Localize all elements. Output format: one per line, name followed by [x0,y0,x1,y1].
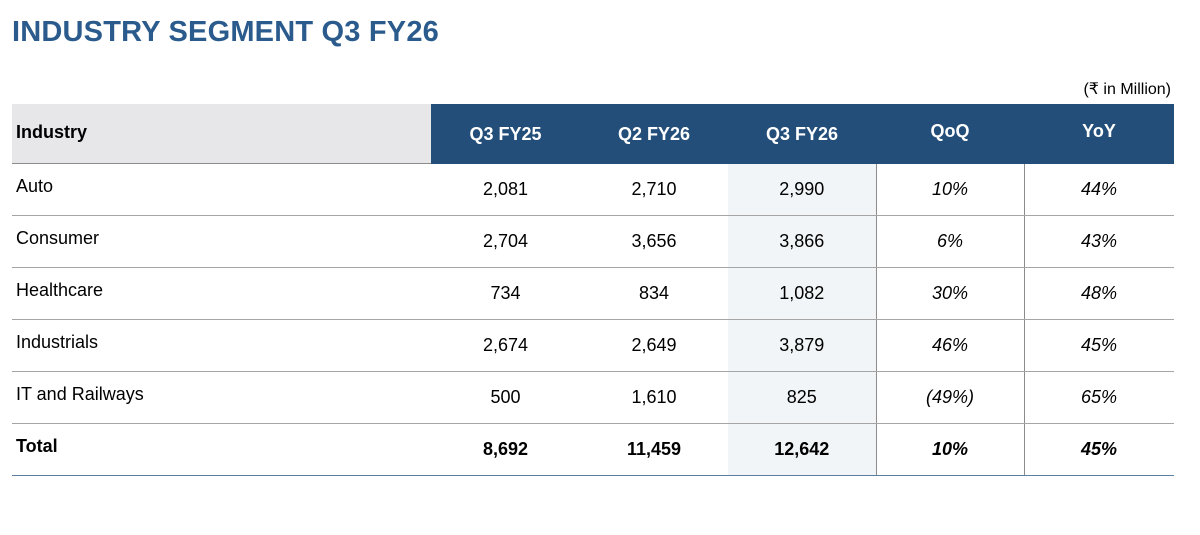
yoy-cell: 45% [1023,319,1174,372]
q3-fy26-cell: 2,990 [728,163,876,216]
total-q3-fy26: 12,642 [728,423,876,476]
unit-note: (₹ in Million) [1083,81,1171,98]
total-yoy: 45% [1023,423,1174,476]
header-q2-fy26: Q2 FY26 [580,104,728,164]
total-qoq: 10% [875,423,1024,476]
header-qoq: QoQ [876,104,1024,164]
header-industry: Industry [12,104,431,164]
industry-cell: Healthcare [12,267,431,320]
yoy-cell: 65% [1023,371,1174,424]
q3-fy25-cell: 2,081 [431,163,580,216]
table-row: Auto 2,081 2,710 2,990 10% 44% [12,163,1174,216]
q2-fy26-cell: 3,656 [580,215,728,268]
q3-fy26-cell: 3,866 [728,215,876,268]
table-header: Industry Q3 FY25 Q2 FY26 Q3 FY26 QoQ YoY [12,104,1174,164]
header-q3-fy26: Q3 FY26 [728,104,876,164]
yoy-cell: 44% [1023,163,1174,216]
industry-cell: Auto [12,163,431,216]
industry-cell: Consumer [12,215,431,268]
qoq-cell: 10% [875,163,1024,216]
q3-fy26-cell: 1,082 [728,267,876,320]
yoy-cell: 48% [1023,267,1174,320]
q3-fy25-cell: 2,704 [431,215,580,268]
q3-fy25-cell: 2,674 [431,319,580,372]
industry-cell: IT and Railways [12,371,431,424]
total-row: Total 8,692 11,459 12,642 10% 45% [12,423,1174,476]
table-row: Healthcare 734 834 1,082 30% 48% [12,267,1174,320]
header-q3-fy25: Q3 FY25 [431,104,580,164]
q2-fy26-cell: 1,610 [580,371,728,424]
table-row: Consumer 2,704 3,656 3,866 6% 43% [12,215,1174,268]
page-title: INDUSTRY SEGMENT Q3 FY26 [12,16,439,48]
qoq-cell: 30% [875,267,1024,320]
q3-fy26-cell: 825 [728,371,876,424]
header-yoy: YoY [1024,104,1174,164]
q2-fy26-cell: 2,649 [580,319,728,372]
yoy-cell: 43% [1023,215,1174,268]
table-row: Industrials 2,674 2,649 3,879 46% 45% [12,319,1174,372]
qoq-cell: 6% [875,215,1024,268]
industry-segment-table: Industry Q3 FY25 Q2 FY26 Q3 FY26 QoQ YoY… [12,104,1174,476]
q2-fy26-cell: 834 [580,267,728,320]
q3-fy25-cell: 500 [431,371,580,424]
table-body: Auto 2,081 2,710 2,990 10% 44% Consumer … [12,163,1174,476]
qoq-cell: (49%) [875,371,1024,424]
total-q2-fy26: 11,459 [580,423,728,476]
header-row: Industry Q3 FY25 Q2 FY26 Q3 FY26 QoQ YoY [12,104,1174,164]
total-label: Total [12,423,431,476]
qoq-cell: 46% [875,319,1024,372]
q2-fy26-cell: 2,710 [580,163,728,216]
q3-fy25-cell: 734 [431,267,580,320]
total-q3-fy25: 8,692 [431,423,580,476]
q3-fy26-cell: 3,879 [728,319,876,372]
table-row: IT and Railways 500 1,610 825 (49%) 65% [12,371,1174,424]
industry-cell: Industrials [12,319,431,372]
